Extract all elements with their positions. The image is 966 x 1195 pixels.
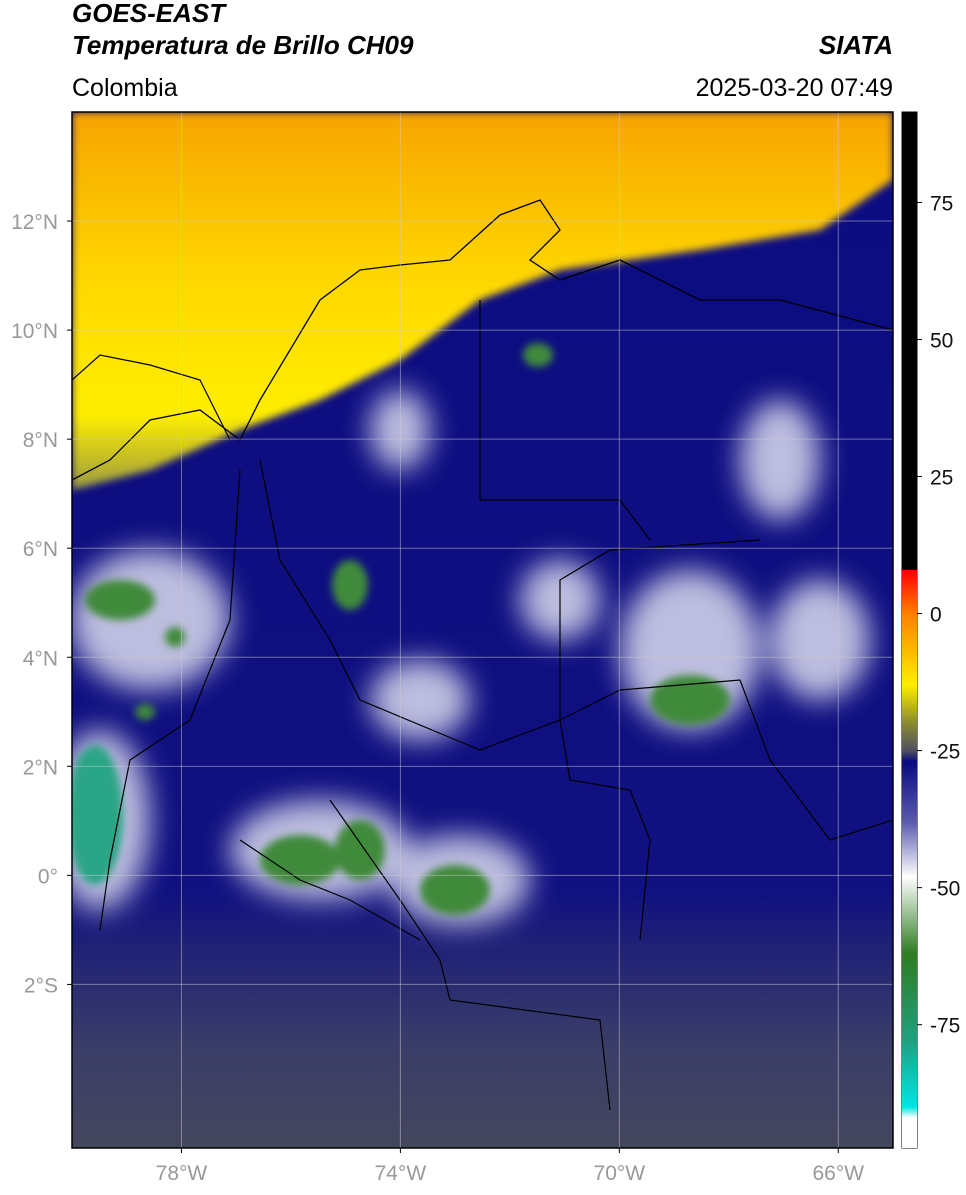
warm-region xyxy=(72,112,893,490)
gridlines xyxy=(72,112,893,1148)
region: Colombia xyxy=(72,74,178,102)
subtitle: Temperatura de Brillo CH09 xyxy=(72,30,414,60)
x-tick-label: 74°W xyxy=(375,1162,427,1185)
colorbar-tick-label: -50 xyxy=(930,878,960,901)
x-tick-label: 78°W xyxy=(156,1162,208,1185)
satellite-image xyxy=(72,112,893,1148)
map-frame xyxy=(71,111,894,1149)
colorbar-tick-label: -25 xyxy=(930,741,960,764)
y-tick-label: 10°N xyxy=(11,320,58,343)
coldest-tops xyxy=(72,343,730,915)
source: SIATA xyxy=(819,30,893,60)
colorbar-tick-label: 0 xyxy=(930,604,942,627)
y-tick-label: 12°N xyxy=(11,211,58,234)
colorbar-tick-label: 50 xyxy=(930,329,953,352)
colorbar xyxy=(902,112,917,1148)
colorbar-tick-label: 75 xyxy=(930,192,953,215)
x-tick-label: 66°W xyxy=(812,1162,864,1185)
y-tick-label: 2°N xyxy=(23,756,58,779)
y-tick-label: 0° xyxy=(38,865,58,888)
colorbar-tick-label: -75 xyxy=(930,1015,960,1038)
y-tick-label: 8°N xyxy=(23,429,58,452)
y-tick-label: 6°N xyxy=(23,538,58,561)
coastline xyxy=(72,199,893,481)
title: GOES-EAST xyxy=(72,0,227,28)
colorbar-tick-label: 25 xyxy=(930,467,953,490)
y-tick-label: 4°N xyxy=(23,647,58,670)
y-tick-label: 2°S xyxy=(24,974,58,997)
datetime: 2025-03-20 07:49 xyxy=(696,74,893,102)
borders xyxy=(72,300,893,1111)
x-tick-label: 70°W xyxy=(594,1162,646,1185)
